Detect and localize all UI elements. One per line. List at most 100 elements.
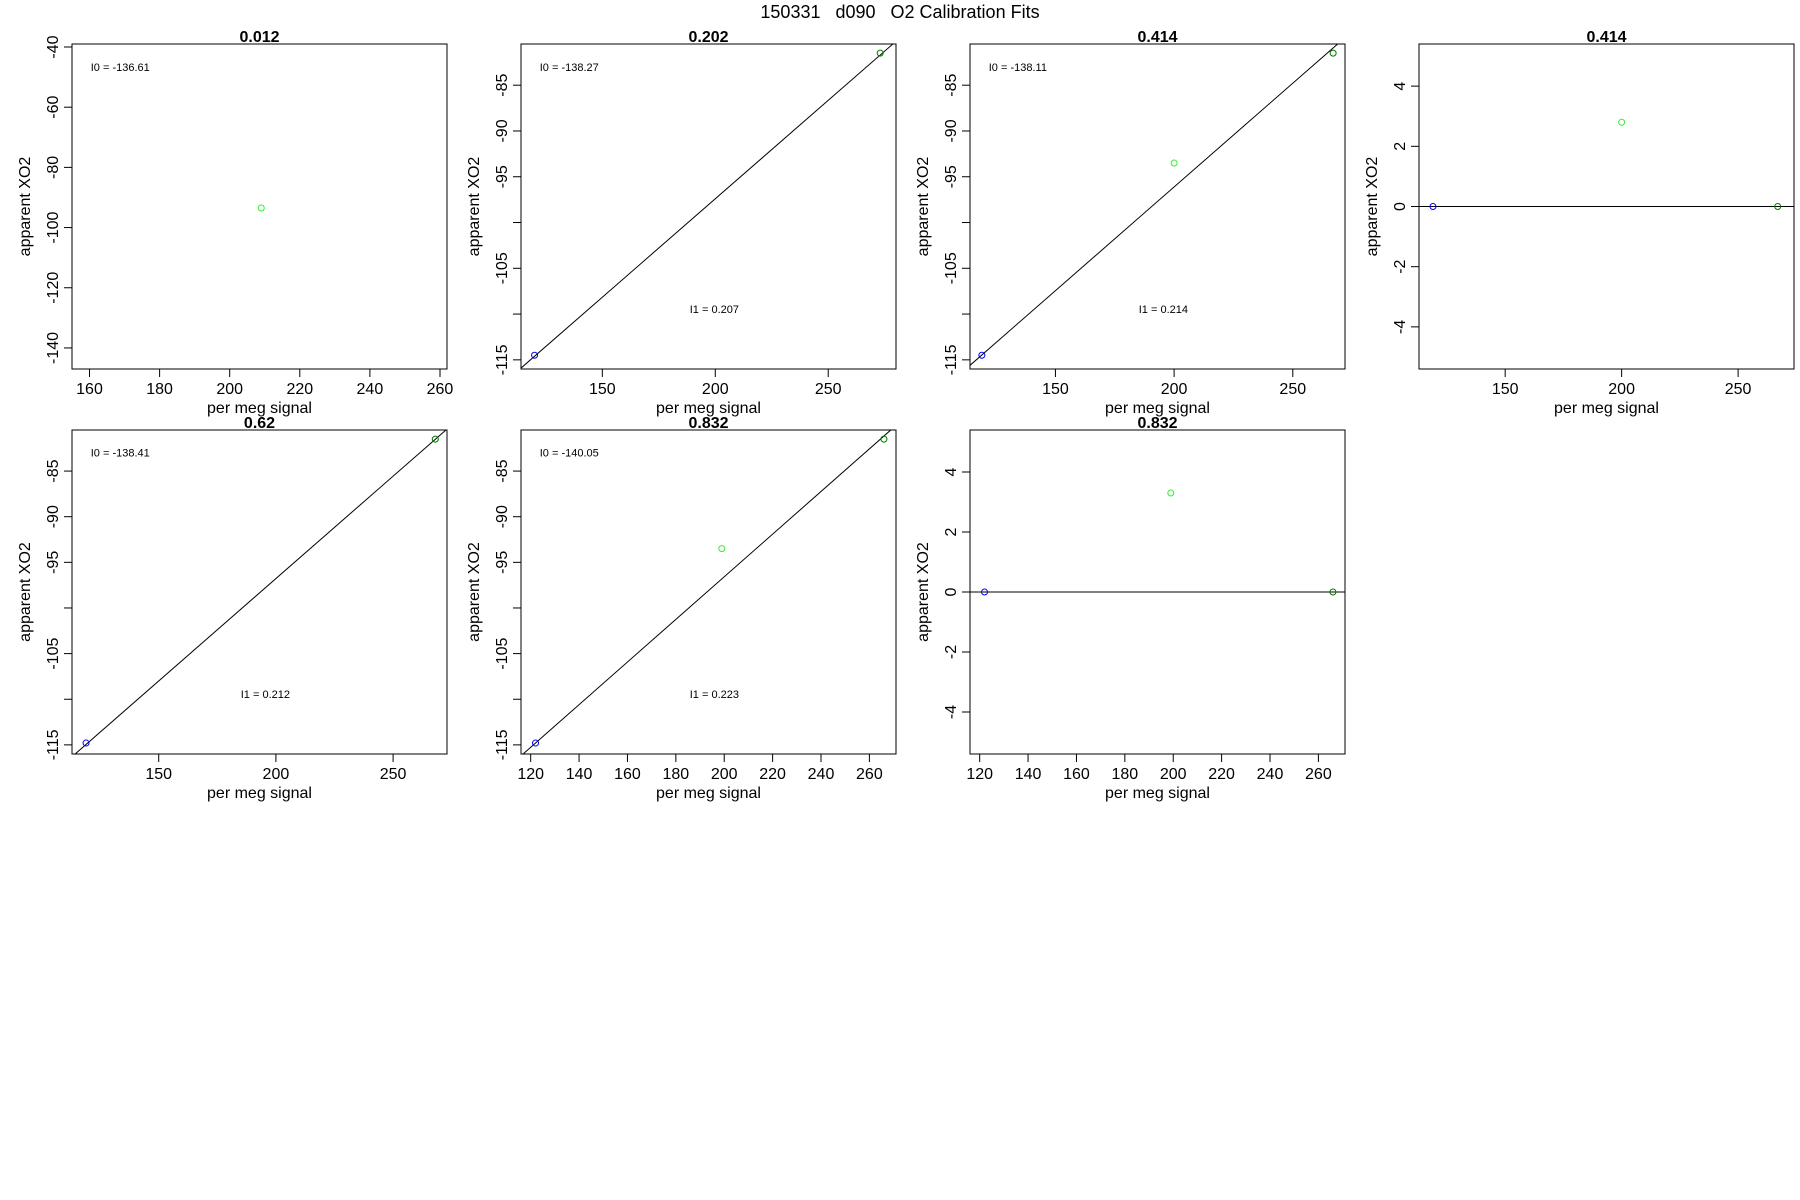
x-tick-label: 260: [856, 766, 883, 783]
data-point: [82, 739, 90, 747]
y-tick-label: 0: [1392, 202, 1409, 211]
data-point: [531, 351, 539, 359]
y-tick-label: 4: [943, 467, 960, 476]
x-tick-label: 180: [662, 766, 689, 783]
data-point: [880, 435, 888, 443]
data-point: [981, 588, 989, 596]
x-tick-label: 200: [216, 381, 243, 398]
x-tick-label: 160: [1063, 766, 1090, 783]
x-tick-label: 250: [1279, 381, 1306, 398]
plot-frame: [71, 429, 448, 755]
x-axis-label: per meg signal: [656, 785, 761, 802]
y-tick-label: -95: [494, 551, 511, 574]
fit-annotation: I1 = 0.207: [690, 304, 739, 316]
y-tick-label: -105: [494, 252, 511, 284]
y-tick-label: -140: [45, 332, 62, 364]
plot-frame: [520, 429, 897, 755]
chart-panel-6: 0.832 120 140 160 180 200 220 240 260 per meg sig…: [466, 415, 897, 802]
x-tick-label: 150: [145, 766, 172, 783]
y-tick-label: -4: [943, 705, 960, 719]
data-point: [1167, 489, 1175, 497]
chart-panel-4: 0.414 150 200 250 per meg signal 4 2 0 -2 -4 appar…: [1364, 29, 1795, 417]
panel-title: 0.832: [688, 415, 728, 432]
fit-annotation: I0 = -136.61: [91, 62, 150, 74]
page-title: 150331 d090 O2 Calibration Fits: [760, 2, 1040, 22]
fit-annotation: I1 = 0.212: [241, 689, 290, 701]
y-axis-label: apparent XO2: [1364, 157, 1381, 257]
data-point: [876, 49, 884, 57]
y-tick-label: -105: [45, 637, 62, 669]
x-tick-label: 200: [263, 766, 290, 783]
x-tick-label: 140: [566, 766, 593, 783]
x-tick-label: 200: [1161, 381, 1188, 398]
y-tick-label: -80: [45, 156, 62, 179]
x-tick-label: 200: [1160, 766, 1187, 783]
x-tick-label: 250: [1725, 381, 1752, 398]
panel-title: 0.202: [688, 29, 728, 46]
y-tick-label: -90: [494, 505, 511, 528]
x-tick-label: 160: [614, 766, 641, 783]
data-point: [978, 351, 986, 359]
y-axis-label: apparent XO2: [17, 157, 34, 257]
panel-title: 0.012: [239, 29, 279, 46]
y-tick-label: -115: [494, 344, 511, 375]
data-point: [1329, 588, 1337, 596]
panel-title: 0.414: [1586, 29, 1626, 46]
x-tick-label: 240: [357, 381, 384, 398]
y-tick-label: 0: [943, 587, 960, 596]
y-tick-label: -85: [45, 459, 62, 482]
y-tick-label: -115: [943, 344, 960, 375]
x-tick-label: 220: [1208, 766, 1235, 783]
fit-annotation: I0 = -138.11: [989, 62, 1047, 74]
plot-frame: [71, 43, 448, 370]
fit-line: [970, 44, 1339, 366]
fit-annotation: I0 = -138.41: [91, 448, 150, 460]
fit-line: [74, 430, 447, 754]
fit-annotation: I0 = -140.05: [540, 448, 599, 460]
y-tick-label: -95: [45, 551, 62, 574]
x-axis-label: per meg signal: [207, 400, 312, 417]
y-tick-label: -95: [943, 165, 960, 188]
panel-title: 0.832: [1137, 415, 1177, 432]
y-tick-label: 2: [943, 527, 960, 536]
x-tick-label: 220: [759, 766, 786, 783]
data-point: [532, 739, 540, 747]
chart-panel-5: 0.62 150 200 250 per meg signal -85 -90 -95 -105…: [17, 415, 448, 802]
y-tick-label: -100: [45, 211, 62, 243]
y-axis-label: apparent XO2: [17, 542, 34, 642]
data-point: [431, 435, 439, 443]
data-point: [1774, 203, 1782, 210]
data-point: [1329, 49, 1337, 57]
x-tick-label: 120: [966, 766, 993, 783]
fit-annotation: I1 = 0.223: [690, 689, 739, 701]
fit-annotation: I0 = -138.27: [540, 62, 599, 74]
y-tick-label: -85: [494, 459, 511, 482]
x-tick-label: 250: [815, 381, 842, 398]
x-tick-label: 240: [1257, 766, 1284, 783]
x-axis-label: per meg signal: [656, 400, 761, 417]
data-point: [257, 204, 265, 212]
x-tick-label: 120: [517, 766, 544, 783]
y-tick-label: -90: [943, 119, 960, 142]
y-tick-label: -115: [494, 729, 511, 760]
x-tick-label: 180: [1111, 766, 1138, 783]
y-tick-label: -105: [943, 252, 960, 284]
y-tick-label: -120: [45, 272, 62, 304]
y-tick-label: -90: [494, 119, 511, 142]
y-axis-label: apparent XO2: [915, 157, 932, 257]
y-tick-label: -90: [45, 505, 62, 528]
x-tick-label: 150: [1492, 381, 1519, 398]
x-tick-label: 260: [1305, 766, 1332, 783]
y-tick-label: -95: [494, 165, 511, 188]
x-axis-label: per meg signal: [1105, 785, 1210, 802]
x-tick-label: 240: [808, 766, 835, 783]
x-axis-label: per meg signal: [1554, 400, 1659, 417]
x-axis-label: per meg signal: [1105, 400, 1210, 417]
x-tick-label: 220: [286, 381, 313, 398]
fit-annotation: I1 = 0.214: [1139, 304, 1188, 316]
data-point: [1170, 159, 1178, 167]
plot-frame: [520, 43, 897, 370]
x-tick-label: 200: [711, 766, 738, 783]
y-axis-label: apparent XO2: [915, 542, 932, 642]
